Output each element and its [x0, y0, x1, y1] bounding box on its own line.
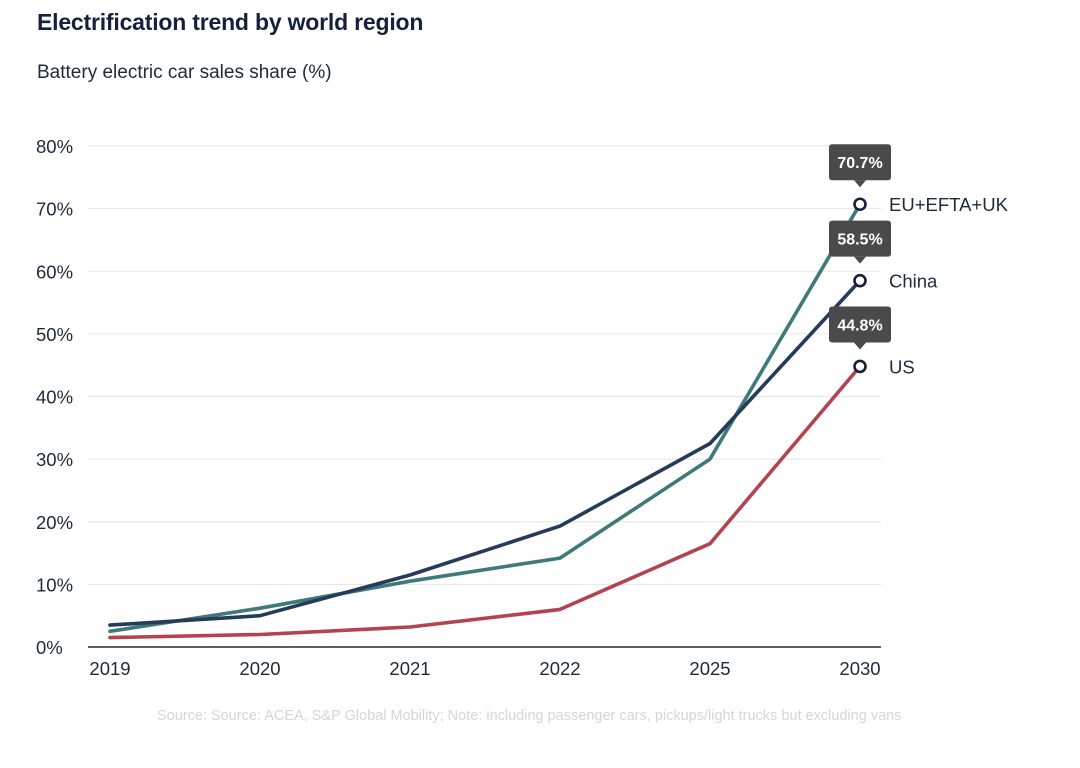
x-tick-label: 2019 — [89, 658, 130, 679]
x-tick-label: 2022 — [539, 658, 580, 679]
end-point-eu-efta-uk — [853, 197, 867, 212]
value-callout-box-eu-efta-uk — [829, 144, 891, 181]
y-tick-label: 0% — [36, 637, 63, 658]
series-line-china — [108, 278, 862, 627]
y-tick-label: 50% — [36, 324, 73, 345]
y-tick-label: 80% — [36, 136, 73, 157]
series-line-us — [108, 364, 862, 640]
series-line-eu-efta-uk — [108, 202, 862, 634]
value-callout-box-us — [829, 306, 891, 343]
x-tick-label: 2030 — [839, 658, 880, 679]
x-tick-label: 2021 — [389, 658, 430, 679]
chart-title: Electrification trend by world region — [37, 9, 424, 35]
y-tick-label: 10% — [36, 574, 73, 595]
y-tick-label: 20% — [36, 512, 73, 533]
value-callout-label-china: 58.5% — [837, 232, 882, 249]
series-label-us: US — [889, 356, 915, 377]
end-point-us — [853, 359, 867, 374]
value-callout-pointer-us — [854, 342, 866, 350]
source-note: Source: Source: ACEA, S&P Global Mobilit… — [157, 708, 902, 724]
y-tick-label: 40% — [36, 387, 73, 408]
value-callout-pointer-eu-efta-uk — [854, 180, 866, 188]
x-tick-label: 2025 — [689, 658, 730, 679]
value-callout-label-us: 44.8% — [837, 317, 882, 334]
chart-subtitle: Battery electric car sales share (%) — [37, 62, 332, 83]
series-label-china: China — [889, 271, 938, 292]
x-tick-label: 2020 — [239, 658, 280, 679]
series-label-eu-efta-uk: EU+EFTA+UK — [889, 194, 1009, 215]
y-tick-label: 60% — [36, 261, 73, 282]
y-tick-label: 30% — [36, 449, 73, 470]
value-callout-label-eu-efta-uk: 70.7% — [837, 155, 882, 172]
end-point-china — [853, 273, 867, 288]
value-callout-pointer-china — [854, 256, 866, 264]
value-callout-box-china — [829, 220, 891, 257]
y-tick-label: 70% — [36, 199, 73, 220]
line-chart: 0% 10% 20% 30% 40% 50% 60% 70% 80% 2019 2020 2021 20… — [36, 136, 1009, 679]
